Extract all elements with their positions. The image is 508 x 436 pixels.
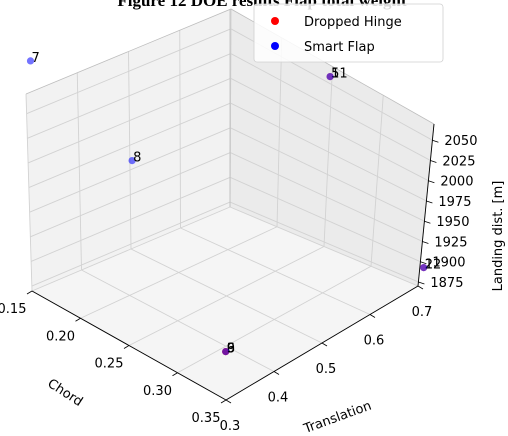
legend-label-dropped-hinge: Dropped Hinge [304,15,402,30]
z-tick-5 [428,180,435,184]
y-tick-label-1: 0.4 [268,391,289,406]
y-tick-3 [369,314,376,318]
y-grid-wall-1 [76,72,82,271]
y-tick-label-2: 0.5 [316,362,337,377]
z-tick-1 [420,261,427,265]
point-label-12: 12 [425,258,442,273]
legend-label-smart-flap: Smart Flap [304,40,375,55]
x-tick-label-3: 0.30 [143,384,172,399]
y-axis-label: Translation [301,399,374,436]
x-tick-label-0: 0.15 [0,302,26,317]
legend: Dropped Hinge Smart Flap [253,3,444,63]
point-label-3: 3 [227,342,235,357]
point-smart-flap-12 [420,264,428,272]
legend-marker-dropped-hinge [271,17,279,25]
y-tick-4 [417,285,424,290]
grid-lines [25,8,435,401]
z-tick-label-5: 2000 [440,175,473,190]
z-tick-label-2: 1925 [434,235,467,250]
y-grid-floor-2 [130,248,323,344]
y-grid-wall-0 [25,93,33,292]
y-grid-wall-3 [179,30,181,229]
z-tick-label-1: 1900 [432,256,465,271]
y-tick-2 [321,342,328,347]
y-tick-label-4: 0.7 [412,305,433,320]
z-tick-label-6: 2025 [442,154,475,169]
data-points: 123456789101112 [26,51,442,357]
z-tick-label-7: 2050 [444,134,477,149]
point-label-5: 5 [331,67,339,82]
x-grid-wall-3 [370,95,384,267]
x-tick-label-4: 0.35 [192,411,221,426]
z-tick-6 [430,160,437,163]
floor-pane [32,207,418,400]
y-tick-1 [273,371,280,375]
point-label-11: 11 [331,67,348,82]
legend-box [253,3,444,63]
pane-edges [25,8,435,207]
x-tick-label-1: 0.20 [46,329,75,344]
x-tick-2 [123,345,130,349]
y-grid-floor-4 [229,206,419,287]
y-axis-ticks: 0.3 0.4 0.5 0.6 0.7 [220,285,433,434]
x-tick-label-2: 0.25 [95,357,124,372]
y-tick-0 [225,399,232,404]
y-grid-floor-3 [180,227,371,315]
point-label-8: 8 [133,151,141,166]
x-tick-3 [172,372,178,377]
x-tick-4 [220,399,227,404]
z-tick-4 [426,200,433,204]
x-grid-wall-2 [323,66,333,247]
point-smart-flap-11 [326,73,334,81]
point-label-6: 6 [227,342,235,357]
y-tick-label-3: 0.6 [364,334,385,349]
point-smart-flap-7 [26,57,35,65]
x-grid-wall-1 [276,37,283,227]
y-tick-label-0: 0.3 [220,419,241,434]
z-axis-line [417,123,435,287]
point-smart-flap-9 [222,348,230,356]
point-label-2: 2 [425,258,433,273]
x-axis-ticks: 0.15 0.20 0.25 0.30 0.35 [0,290,227,426]
point-label-9: 9 [227,342,235,357]
z-tick-7 [432,139,439,143]
z-tick-label-0: 1875 [430,276,463,291]
y-grid-floor-1 [81,269,275,372]
z-tick-label-4: 1975 [438,195,471,210]
z-tick-2 [422,241,429,244]
point-smart-flap-8 [128,157,136,165]
z-tick-label-3: 1950 [436,215,469,230]
z-tick-3 [424,220,431,224]
x-axis-label: Chord [45,376,86,410]
legend-marker-smart-flap [271,42,279,50]
z-tick-0 [418,281,425,285]
pane-edge-back [25,8,435,125]
x-tick-0 [26,290,33,295]
x-tick-1 [75,317,81,322]
point-label-7: 7 [32,51,40,66]
z-axis-label: Landing dist. [m] [491,181,506,292]
y-grid-wall-2 [128,51,132,250]
z-axis-ticks: 1875 1900 1925 1950 1975 2000 2025 2050 [418,134,477,291]
